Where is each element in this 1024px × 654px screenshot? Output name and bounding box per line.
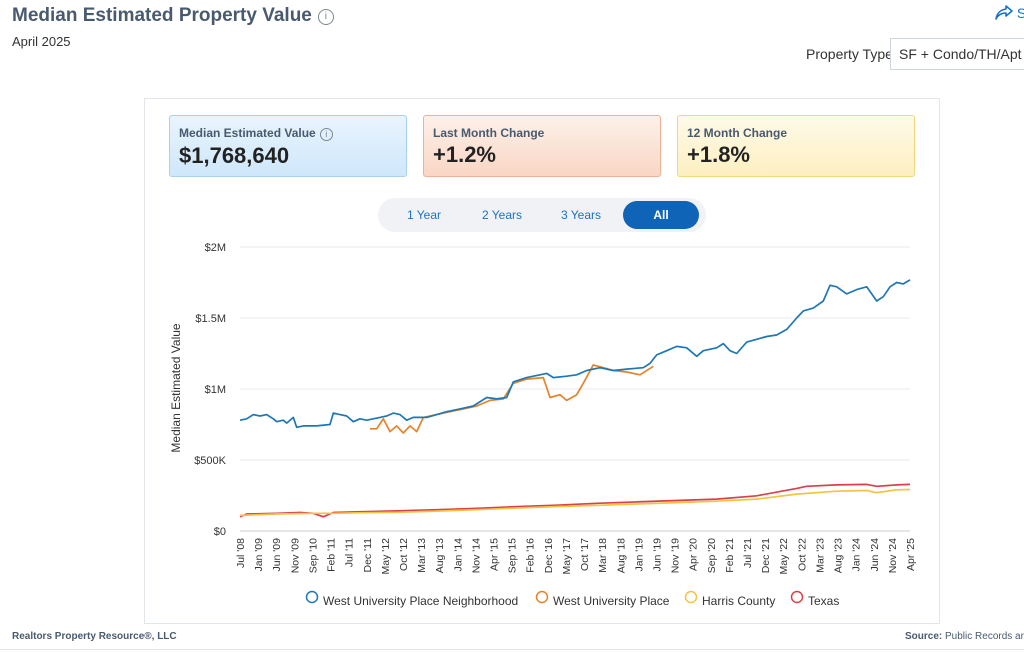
series-line-harris-county — [239, 488, 911, 517]
x-tick-label: Mar '18 — [597, 538, 609, 573]
source-label: Source: — [905, 631, 943, 642]
page-title: Median Estimated Property Value i — [12, 5, 334, 27]
chart-panel — [144, 98, 940, 624]
range-2-years-button[interactable]: 2 Years — [481, 208, 523, 222]
chart-grid — [240, 246, 910, 532]
y-axis-label: Median Estimated Value — [169, 323, 183, 453]
x-tick-label: Dec '16 — [543, 538, 555, 573]
median-value: $1,768,640 — [179, 143, 290, 168]
legend-label-west-university-place-neighborhood: West University Place Neighborhood — [323, 594, 518, 608]
x-tick-label: Apr '20 — [688, 538, 700, 571]
chart-series — [239, 279, 911, 518]
footer-source: Source: Public Records ar — [905, 631, 1024, 642]
x-tick-label: May '22 — [778, 538, 790, 575]
x-tick-label: Jul '11 — [344, 538, 356, 567]
x-tick-label: Sep '20 — [706, 538, 718, 573]
y-tick-label: $2M — [205, 242, 226, 254]
y-tick-label: $0 — [214, 526, 226, 538]
legend-marker-west-university-place — [535, 590, 549, 604]
property-type-label: Property Type — [806, 46, 893, 62]
x-tick-label: Apr '25 — [905, 538, 917, 571]
x-tick-label: Aug '18 — [615, 538, 627, 573]
x-tick-label: Feb '21 — [724, 538, 736, 573]
x-tick-label: Nov '19 — [670, 538, 682, 573]
y-tick-label: $1.5M — [195, 313, 226, 325]
footer-copyright: Realtors Property Resource®, LLC — [12, 631, 177, 642]
x-tick-label: Nov '24 — [887, 538, 899, 573]
legend-marker-harris-county — [684, 590, 698, 604]
x-tick-label: Mar '23 — [814, 538, 826, 573]
series-line-west-university-place-neighborhood — [239, 279, 911, 429]
x-tick-label: Dec '11 — [362, 538, 374, 573]
x-tick-label: Oct '17 — [579, 538, 591, 571]
page-subtitle: April 2025 — [12, 34, 71, 49]
twelve-month-change-value: +1.8% — [687, 142, 750, 167]
chart-legend: West University Place Neighborhood West U… — [305, 590, 839, 608]
range-3-years-button[interactable]: 3 Years — [560, 208, 602, 222]
share-icon — [995, 5, 1013, 20]
x-tick-label: Sep '10 — [307, 538, 319, 573]
x-tick-label: Nov '14 — [470, 538, 482, 573]
x-tick-label: Jun '24 — [869, 538, 881, 572]
median-value-label-text: Median Estimated Value — [179, 126, 316, 140]
bottom-divider — [0, 649, 1024, 650]
share-label: S — [1016, 5, 1024, 21]
x-tick-label: Sep '15 — [507, 538, 519, 573]
x-tick-label: Oct '22 — [796, 538, 808, 571]
last-month-change-value: +1.2% — [433, 142, 496, 167]
median-value-label: Median Estimated Value i — [179, 126, 397, 141]
legend-marker-texas — [790, 590, 804, 604]
time-range-selector: 1 Year 2 Years 3 Years All — [378, 198, 706, 232]
info-icon[interactable]: i — [317, 9, 334, 25]
median-value-card: Median Estimated Value i $1,768,640 — [169, 115, 407, 177]
x-tick-label: Dec '21 — [760, 538, 772, 573]
range-1-year-button[interactable]: 1 Year — [406, 208, 442, 222]
page-title-text: Median Estimated Property Value — [12, 5, 312, 26]
x-tick-label: Feb '16 — [525, 538, 537, 573]
range-all-button[interactable]: All — [623, 201, 699, 229]
x-tick-label: May '12 — [380, 538, 392, 575]
x-tick-label: Apr '15 — [489, 538, 501, 571]
x-tick-label: Jul '08 — [235, 538, 247, 568]
last-month-change-label: Last Month Change — [433, 126, 545, 140]
x-tick-label: Jan '19 — [633, 538, 645, 572]
x-tick-label: Nov '09 — [289, 538, 301, 573]
property-type-select[interactable]: SF + Condo/TH/Apt — [890, 38, 1024, 70]
y-tick-label: $500K — [194, 455, 226, 467]
legend-label-west-university-place: West University Place — [553, 594, 670, 608]
source-value: Public Records ar — [945, 631, 1024, 642]
legend-label-harris-county: Harris County — [702, 594, 775, 608]
x-tick-label: May '17 — [561, 538, 573, 575]
x-tick-label: Jan '24 — [851, 538, 863, 572]
x-tick-label: Mar '13 — [416, 538, 428, 573]
x-tick-label: Jan '09 — [253, 538, 265, 572]
info-icon[interactable]: i — [319, 128, 333, 141]
last-month-change-card: Last Month Change +1.2% — [423, 115, 661, 177]
x-tick-label: Jun '19 — [651, 538, 663, 572]
series-line-west-university-place — [370, 364, 654, 434]
y-axis-ticks: $0 $500K $1M $1.5M $2M — [194, 242, 226, 538]
x-tick-label: Oct '12 — [398, 538, 410, 571]
x-tick-label: Jun '09 — [271, 538, 283, 572]
x-tick-label: Aug '23 — [833, 538, 845, 573]
x-tick-label: Aug '13 — [434, 538, 446, 573]
twelve-month-change-label: 12 Month Change — [687, 126, 788, 140]
y-tick-label: $1M — [205, 384, 226, 396]
x-tick-label: Jul '21 — [742, 538, 754, 568]
series-line-texas — [239, 483, 911, 518]
x-tick-label: Jan '14 — [452, 538, 464, 572]
x-axis-ticks: Jul '08 Jan '09 Jun '09 Nov '09 Sep '10 Feb '… — [235, 538, 917, 575]
legend-label-texas: Texas — [808, 594, 839, 608]
twelve-month-change-card: 12 Month Change +1.8% — [677, 115, 915, 177]
share-button[interactable]: S — [995, 5, 1024, 21]
x-tick-label: Feb '11 — [326, 538, 338, 572]
legend-marker-west-university-place-neighborhood — [305, 590, 319, 604]
